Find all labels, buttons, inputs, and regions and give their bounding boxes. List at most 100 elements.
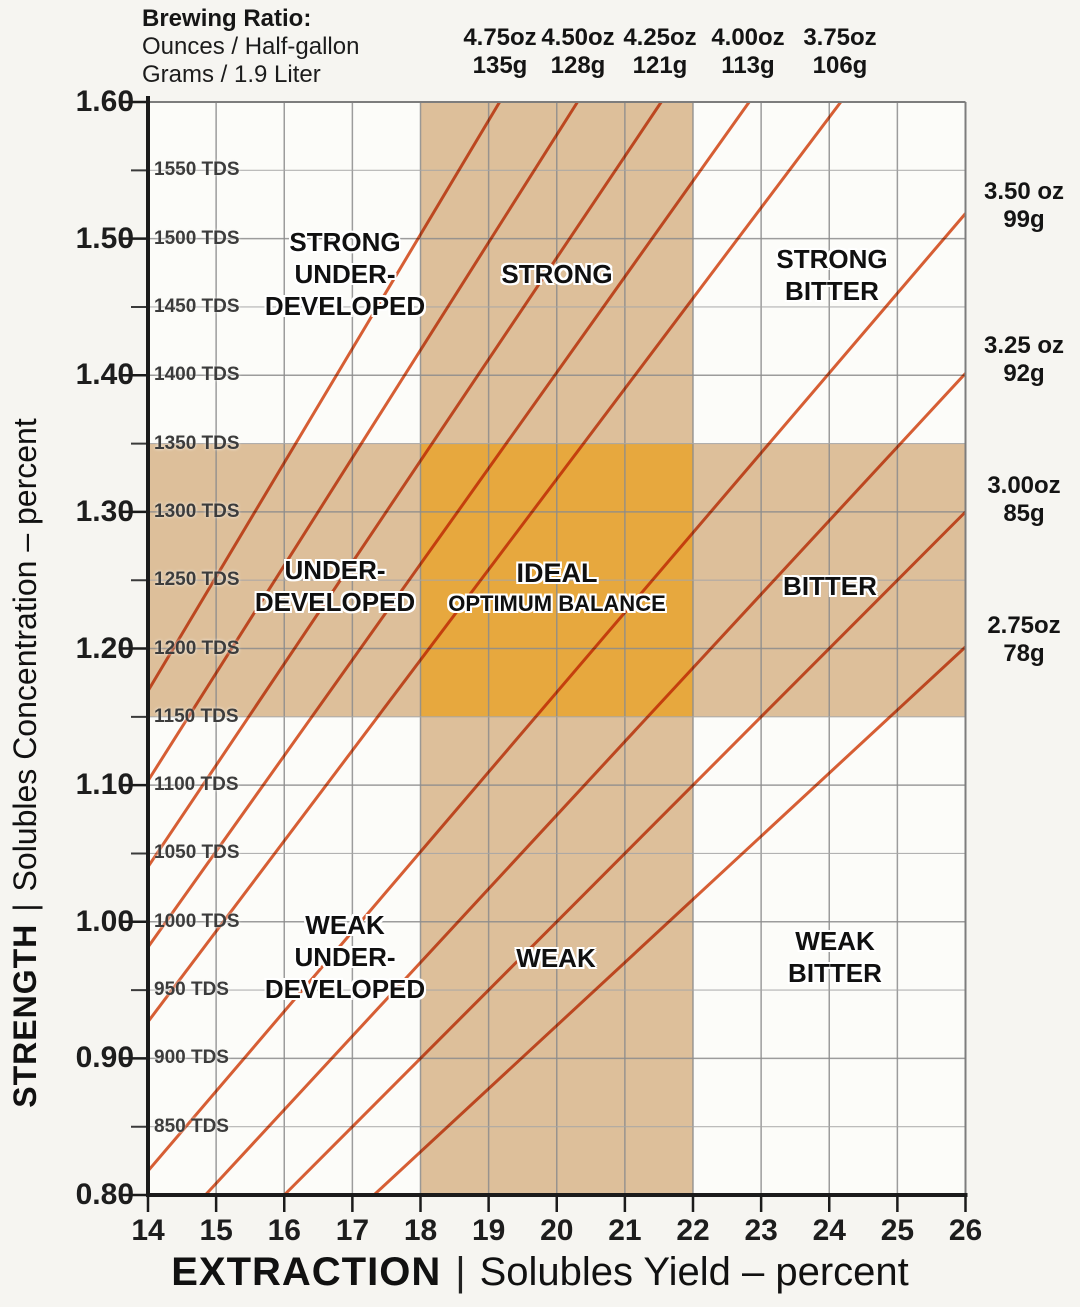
x-axis-title-separator: | bbox=[455, 1250, 466, 1294]
tds-label-1150: 1150 TDS bbox=[154, 705, 239, 727]
region-label-bitter: BITTER bbox=[670, 570, 990, 602]
y-tick-1.00: 1.00 bbox=[75, 904, 134, 938]
region-text-line: STRONG bbox=[501, 259, 613, 289]
ratio-ounces: 3.50 oz bbox=[983, 178, 1065, 205]
region-text-line: BITTER bbox=[785, 276, 879, 306]
region-label-under-developed: UNDER- DEVELOPED bbox=[175, 554, 495, 618]
region-text-line: UNDER- bbox=[294, 942, 396, 972]
ratio-ounces: 3.75oz bbox=[803, 24, 877, 51]
ratio-label-3.25oz: 3.25 oz 92g bbox=[966, 332, 1080, 388]
tds-label-1100: 1100 TDS bbox=[154, 774, 239, 796]
brewing-ratio-header: Brewing Ratio: Ounces / Half-gallon Gram… bbox=[142, 4, 472, 89]
y-tick-1.50: 1.50 bbox=[75, 221, 134, 255]
region-text-line: DEVELOPED bbox=[264, 291, 426, 321]
region-label-strong-under-developed: STRONG UNDER- DEVELOPED bbox=[185, 226, 505, 322]
ratio-ounces: 4.25oz bbox=[623, 24, 697, 51]
x-tick-26: 26 bbox=[948, 1214, 983, 1247]
tds-label-1250: 1250 TDS bbox=[154, 569, 240, 591]
region-label-ideal: IDEAL OPTIMUM BALANCE bbox=[397, 557, 717, 618]
ratio-ounces: 2.75oz bbox=[987, 612, 1061, 639]
tds-label-950: 950 TDS bbox=[154, 979, 229, 1001]
ratio-label-4.00oz: 4.00oz 113g bbox=[690, 24, 806, 80]
x-tick-22: 22 bbox=[676, 1214, 710, 1247]
ratio-grams: 78g bbox=[1003, 640, 1045, 667]
x-tick-24: 24 bbox=[812, 1214, 846, 1247]
x-axis-title-bold: EXTRACTION bbox=[171, 1250, 442, 1294]
x-tick-19: 19 bbox=[471, 1214, 506, 1247]
ratio-line-3.75oz bbox=[146, 101, 842, 1023]
ratio-line-4.50oz bbox=[146, 101, 579, 782]
y-axis-title-separator: | bbox=[7, 903, 43, 912]
tds-label-1450: 1450 TDS bbox=[154, 295, 240, 317]
ratio-grams: 92g bbox=[1003, 360, 1045, 387]
x-tick-18: 18 bbox=[403, 1214, 438, 1247]
brewing-ratio-unit-grams: Grams / 1.9 Liter bbox=[142, 61, 321, 88]
brewing-ratio-unit-ounces: Ounces / Half-gallon bbox=[142, 33, 360, 60]
y-tick-0.90: 0.90 bbox=[75, 1041, 134, 1075]
region-text-line: UNDER- bbox=[284, 555, 386, 585]
y-axis-title-rest: Solubles Concentration – percent bbox=[7, 418, 43, 892]
ratio-ounces: 3.25 oz bbox=[983, 332, 1065, 359]
ratio-grams: 106g bbox=[812, 52, 868, 79]
ratio-label-3.75oz: 3.75oz 106g bbox=[782, 24, 898, 80]
x-tick-25: 25 bbox=[880, 1214, 915, 1247]
region-label-weak: WEAK bbox=[396, 942, 716, 974]
region-text-line: STRONG bbox=[289, 227, 401, 257]
y-tick-1.20: 1.20 bbox=[75, 631, 134, 665]
region-label-strong: STRONG bbox=[397, 258, 717, 290]
y-tick-0.80: 0.80 bbox=[75, 1178, 134, 1211]
ratio-grams: 99g bbox=[1003, 206, 1045, 233]
tds-label-1350: 1350 TDS bbox=[154, 432, 240, 454]
ratio-grams: 121g bbox=[632, 52, 688, 79]
ratio-ounces: 4.00oz bbox=[711, 24, 785, 51]
ratio-label-3.50oz: 3.50 oz 99g bbox=[966, 178, 1080, 234]
ratio-label-4.25oz: 4.25oz 121g bbox=[602, 24, 718, 80]
x-tick-15: 15 bbox=[199, 1214, 233, 1247]
tds-label-1050: 1050 TDS bbox=[154, 842, 240, 864]
x-tick-14: 14 bbox=[131, 1214, 165, 1247]
ratio-label-4.75oz: 4.75oz 135g bbox=[442, 24, 558, 80]
tds-label-850: 850 TDS bbox=[154, 1115, 229, 1137]
ratio-label-2.75oz: 2.75oz 78g bbox=[966, 612, 1080, 668]
region-text-line: OPTIMUM BALANCE bbox=[448, 591, 666, 616]
tds-label-1400: 1400 TDS bbox=[154, 364, 240, 386]
axis-ticks bbox=[122, 100, 967, 1212]
ratio-grams: 85g bbox=[1003, 500, 1045, 527]
ratio-line-4.00oz bbox=[146, 101, 751, 949]
region-text-line: WEAK bbox=[516, 943, 596, 973]
ratio-grams: 135g bbox=[472, 52, 528, 79]
x-tick-20: 20 bbox=[540, 1214, 574, 1247]
y-tick-1.40: 1.40 bbox=[75, 358, 134, 392]
region-text-line: DEVELOPED bbox=[254, 587, 416, 617]
ratio-grams: 113g bbox=[721, 52, 775, 79]
x-axis-title: EXTRACTION | Solubles Yield – percent bbox=[0, 1250, 1080, 1295]
x-tick-17: 17 bbox=[335, 1214, 370, 1247]
brewing-ratio-title: Brewing Ratio: bbox=[142, 5, 312, 32]
region-label-weak-bitter: WEAK BITTER bbox=[675, 925, 995, 989]
ratio-label-4.50oz: 4.50oz 128g bbox=[520, 24, 636, 80]
brewing-ratio-lines bbox=[146, 101, 967, 1197]
region-text-line: UNDER- bbox=[294, 259, 396, 289]
y-tick-1.30: 1.30 bbox=[75, 494, 134, 528]
ratio-line-4.25oz bbox=[146, 101, 663, 868]
region-text-line: DEVELOPED bbox=[264, 974, 426, 1004]
tds-label-900: 900 TDS bbox=[154, 1047, 229, 1069]
ratio-line-2.75oz bbox=[372, 645, 967, 1197]
tds-label-1000: 1000 TDS bbox=[154, 910, 240, 932]
x-tick-16: 16 bbox=[267, 1214, 301, 1247]
x-tick-21: 21 bbox=[608, 1214, 642, 1247]
ratio-ounces: 4.75oz bbox=[463, 24, 537, 51]
ratio-line-3.25oz bbox=[204, 372, 967, 1197]
y-axis-title: STRENGTH | Solubles Concentration – percen… bbox=[7, 298, 59, 1228]
tds-label-1300: 1300 TDS bbox=[154, 500, 240, 522]
ratio-ounces: 3.00oz bbox=[987, 472, 1061, 499]
region-text-line: STRONG bbox=[776, 244, 888, 274]
region-text-line: WEAK bbox=[795, 926, 875, 956]
ratio-line-3.50oz bbox=[146, 212, 967, 1172]
region-text-line: WEAK bbox=[305, 910, 385, 940]
region-text-line: BITTER bbox=[788, 958, 882, 988]
ratio-grams: 128g bbox=[550, 52, 606, 79]
y-axis-title-bold: STRENGTH bbox=[7, 923, 43, 1108]
